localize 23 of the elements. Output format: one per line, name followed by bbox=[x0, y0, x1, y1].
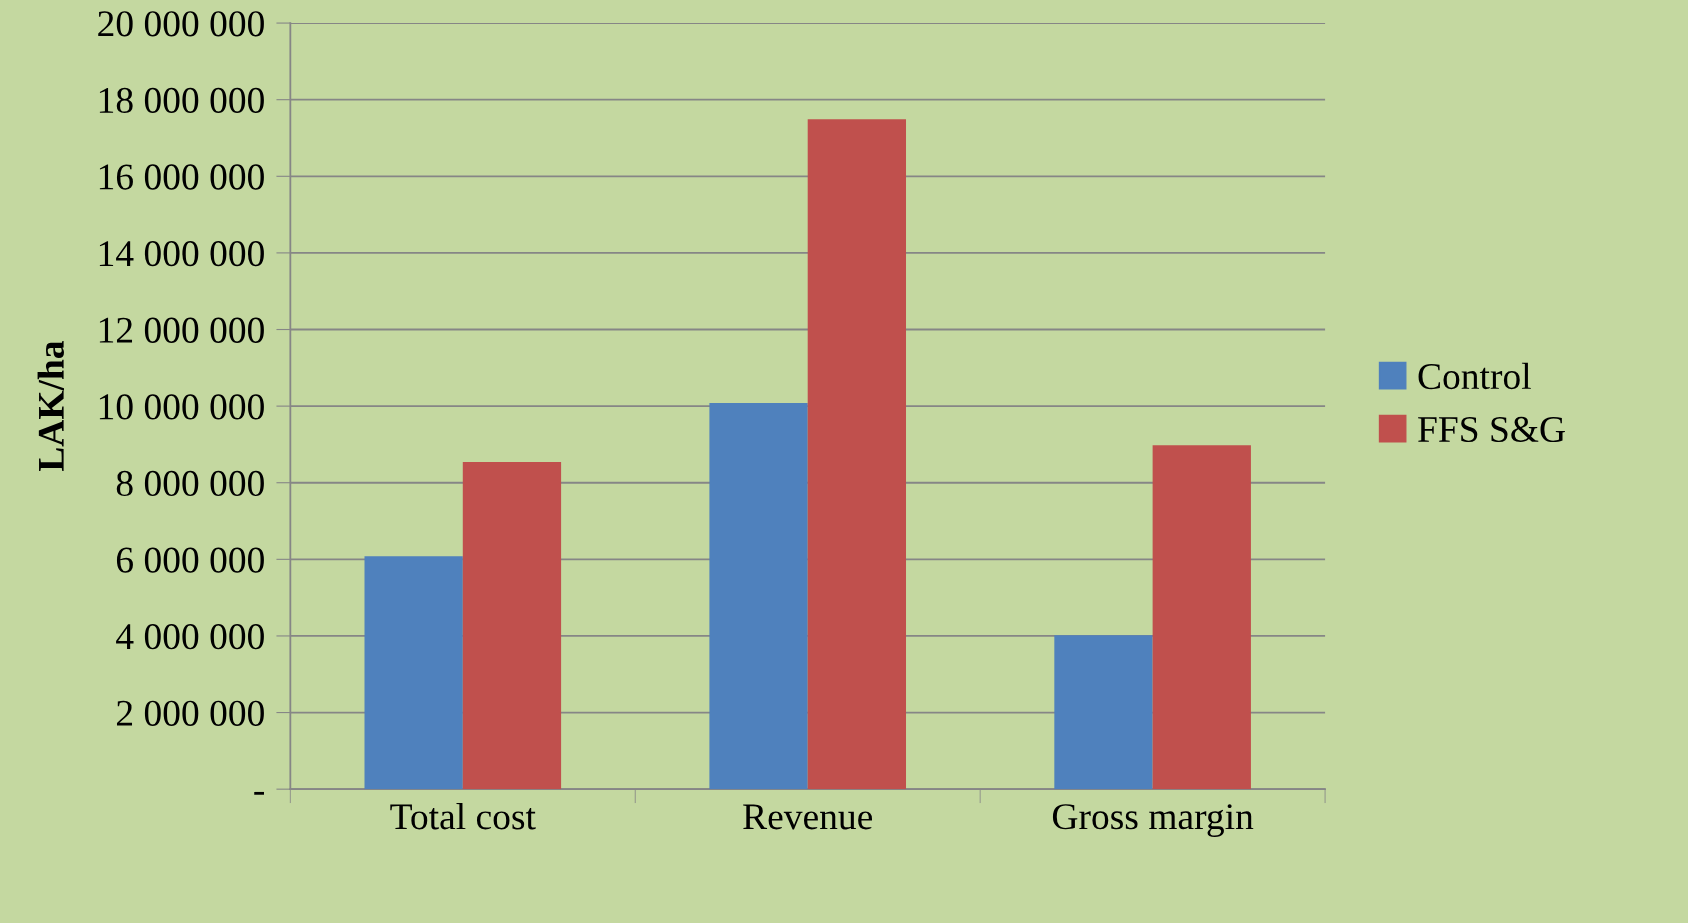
y-tick-label: 2 000 000 bbox=[116, 700, 264, 726]
bar bbox=[462, 462, 562, 790]
y-tick-label: 16 000 000 bbox=[99, 164, 264, 190]
bar bbox=[1152, 445, 1251, 790]
y-axis-title: LAK/ha bbox=[37, 341, 64, 472]
bar bbox=[1054, 635, 1153, 790]
y-tick-label: - bbox=[254, 791, 264, 795]
bar bbox=[364, 556, 463, 790]
y-tick-label: 6 000 000 bbox=[116, 547, 264, 573]
bar bbox=[709, 403, 808, 790]
y-tick-label: 14 000 000 bbox=[99, 240, 264, 267]
y-tick-label: 12 000 000 bbox=[99, 317, 264, 343]
legend-label: Control bbox=[1418, 362, 1531, 390]
x-tick-label: Gross margin bbox=[1052, 804, 1254, 838]
y-tick-label: 10 000 000 bbox=[99, 394, 264, 420]
y-tick-label: 4 000 000 bbox=[116, 624, 264, 650]
x-tick-label: Revenue bbox=[743, 804, 872, 830]
y-tick-label: 18 000 000 bbox=[99, 87, 264, 114]
y-tick-label: 8 000 000 bbox=[116, 470, 264, 497]
legend-label: FFS S&G bbox=[1418, 416, 1565, 443]
bar bbox=[807, 119, 907, 790]
x-tick-label: Total cost bbox=[390, 803, 536, 830]
y-tick-label: 20 000 000 bbox=[98, 11, 264, 37]
